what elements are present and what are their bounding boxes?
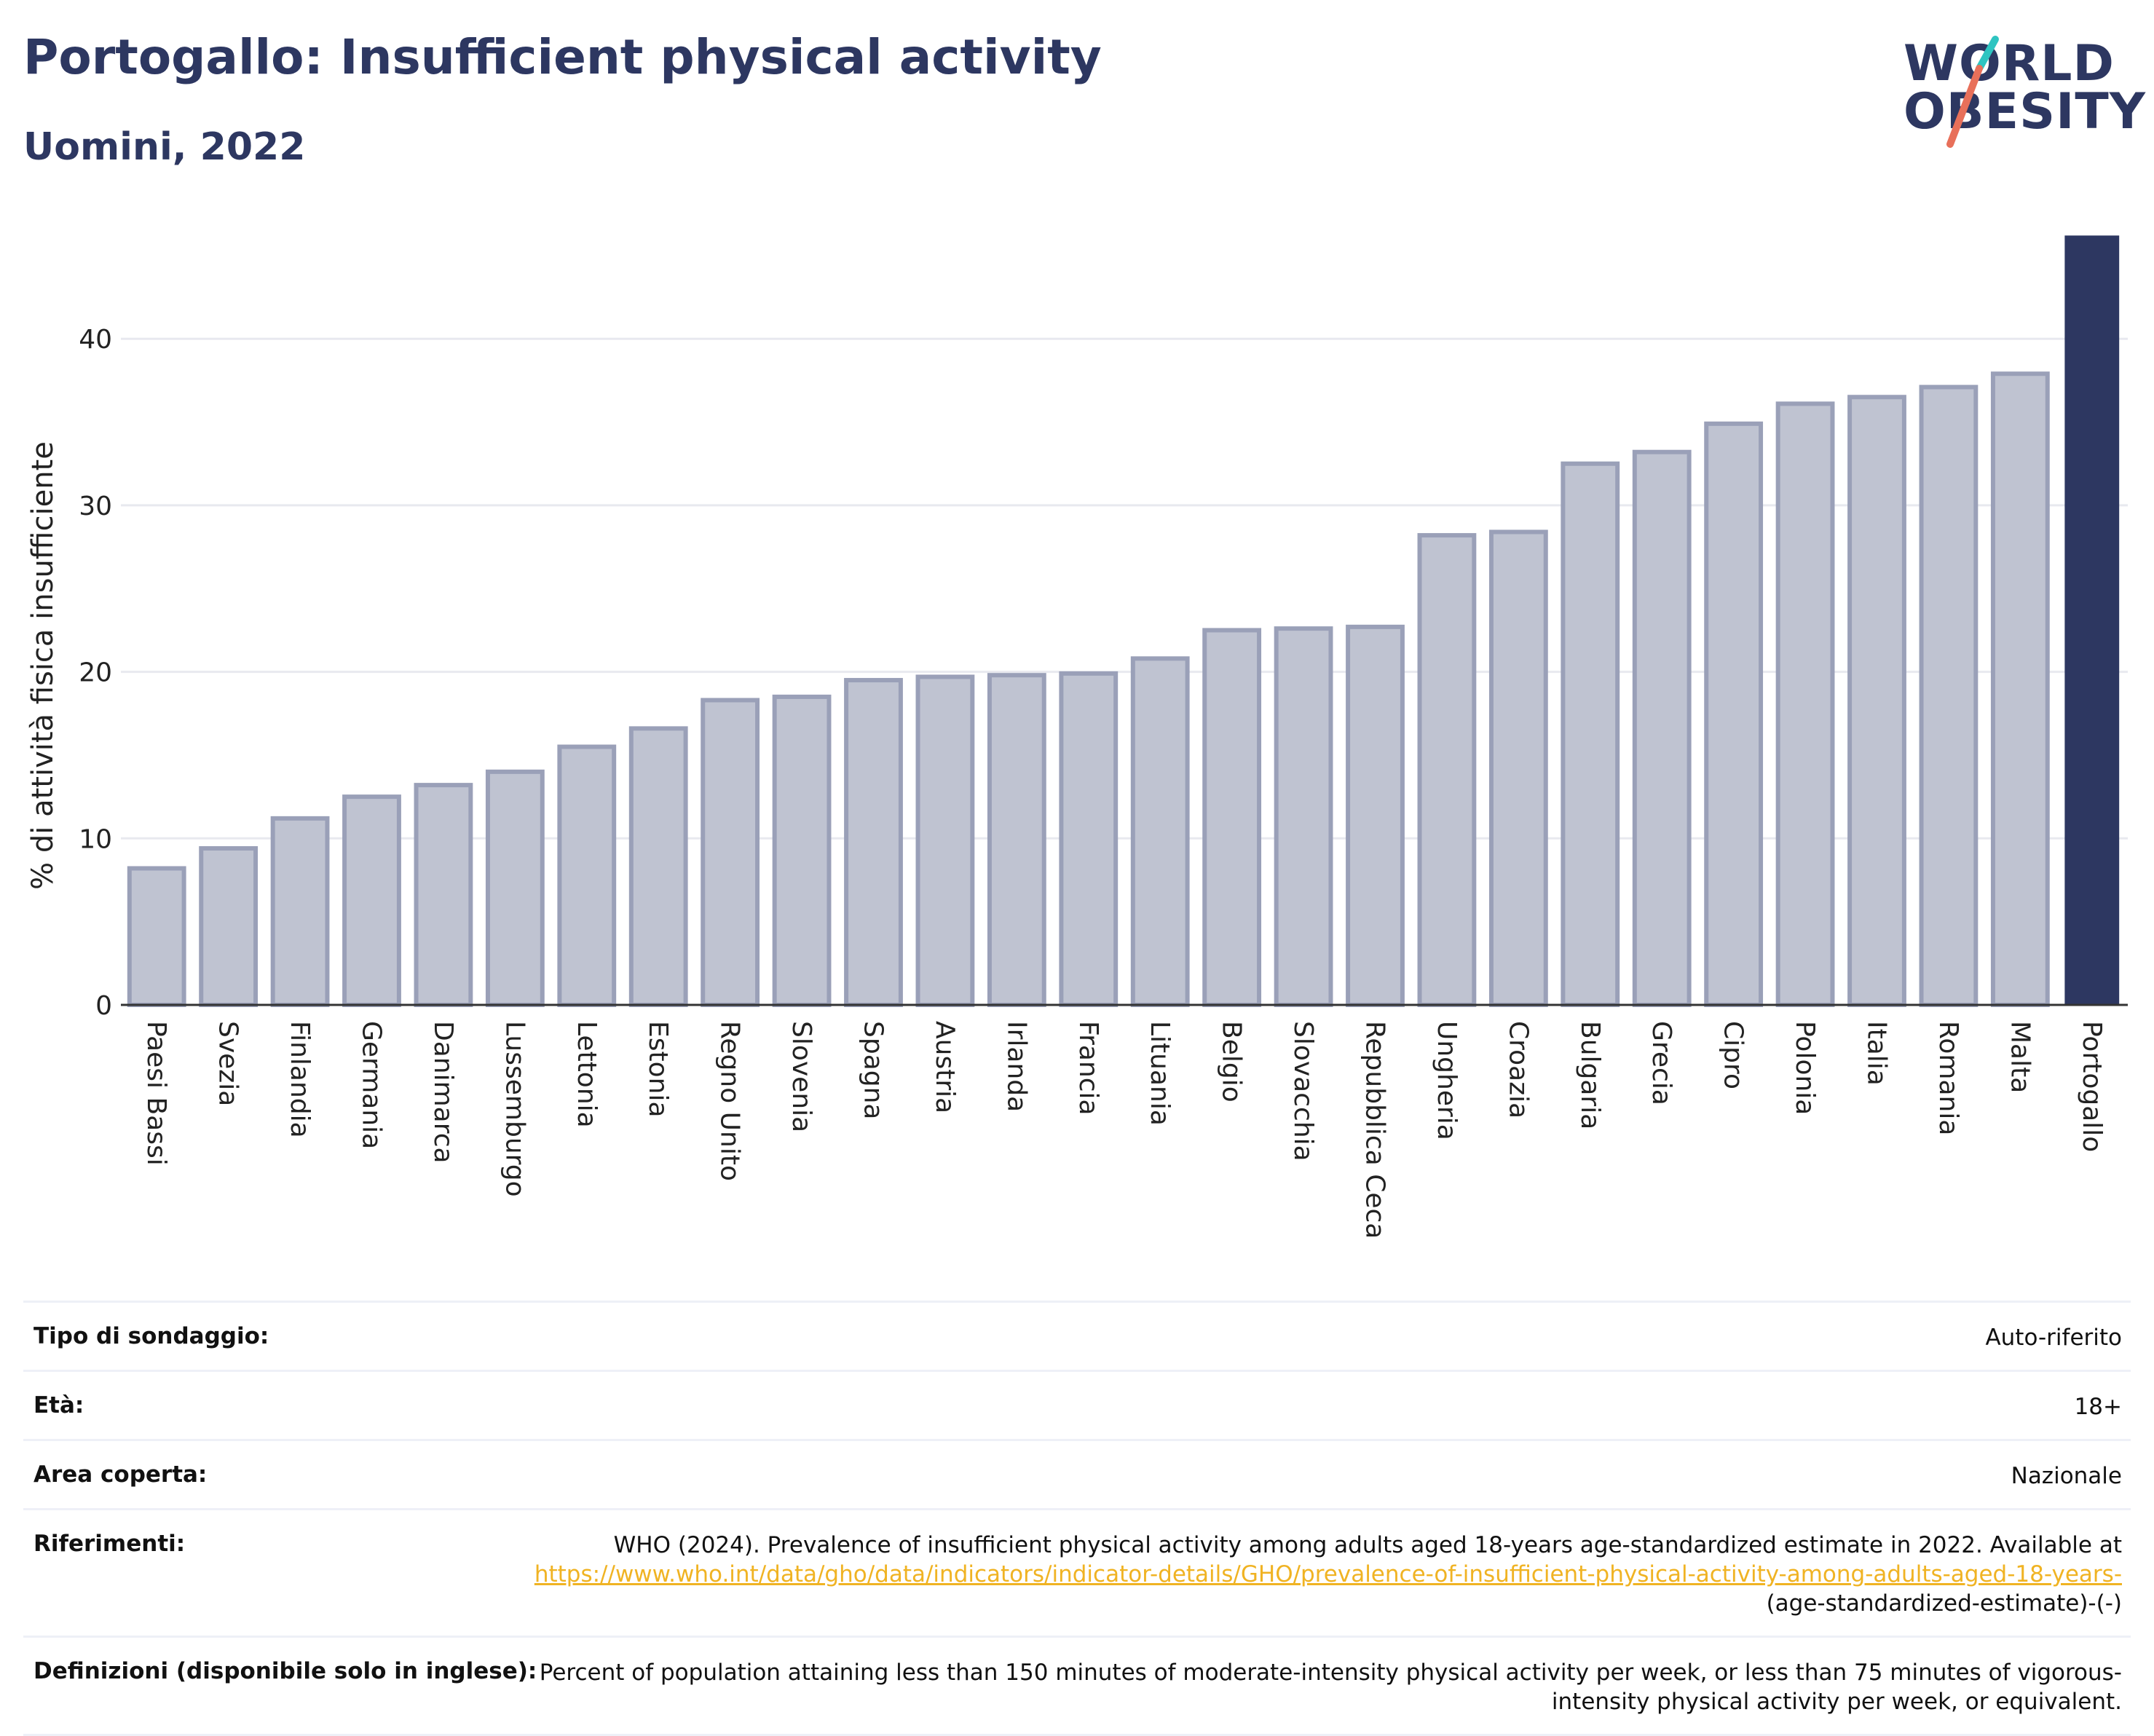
x-tick-label: Estonia <box>643 1021 673 1118</box>
x-tick-label: Portogallo <box>2077 1021 2107 1152</box>
meta-value: Percent of population attaining less tha… <box>539 1660 2122 1715</box>
world-obesity-logo: WORLD OBESITY <box>1893 22 2145 160</box>
bar-finlandia <box>270 816 330 1007</box>
x-tick-label: Lussemburgo <box>500 1021 529 1197</box>
y-tick-label: 0 <box>95 991 112 1021</box>
x-tick-label: Irlanda <box>1001 1021 1031 1112</box>
bar-danimarca <box>414 783 473 1008</box>
bar-lettonia <box>557 744 617 1007</box>
x-tick-label: Belgio <box>1217 1021 1247 1102</box>
bar-croazia <box>1488 529 1548 1007</box>
bar-austria <box>915 674 975 1007</box>
bar-cipro <box>1704 421 1764 1007</box>
metadata-table: Tipo di sondaggio: Auto-riferito Età: 18… <box>23 1301 2131 1736</box>
x-tick-label: Bulgaria <box>1575 1021 1605 1129</box>
bar-lituania <box>1130 656 1190 1007</box>
meta-value: WHO (2024). Prevalence of insufficient p… <box>520 1531 2122 1618</box>
x-tick-label: Slovenia <box>786 1021 816 1132</box>
bar-svezia <box>199 846 259 1007</box>
meta-label: Età: <box>33 1392 84 1419</box>
x-tick-label: Grecia <box>1646 1021 1676 1105</box>
meta-value: 18+ <box>2074 1394 2122 1420</box>
y-axis-title: % di attività fisica insufficiente <box>26 441 60 890</box>
x-tick-label: Finlandia <box>285 1021 315 1138</box>
bar-paesi-bassi <box>127 866 186 1007</box>
x-tick-label: Germania <box>357 1021 387 1149</box>
bar-repubblica-ceca <box>1346 624 1405 1007</box>
x-tick-label: Repubblica Ceca <box>1360 1021 1390 1239</box>
bar-irlanda <box>987 673 1046 1007</box>
x-tick-label: Cipro <box>1719 1021 1748 1089</box>
meta-label: Tipo di sondaggio: <box>33 1323 269 1349</box>
x-tick-label: Paesi Bassi <box>141 1021 171 1166</box>
bar-romania <box>1919 384 1979 1007</box>
bar-regno-unito <box>701 698 760 1007</box>
x-tick-label: Svezia <box>213 1021 243 1106</box>
bar-belgio <box>1202 628 1262 1007</box>
bar-bulgaria <box>1561 461 1620 1007</box>
meta-label: Riferimenti: <box>33 1531 186 1557</box>
meta-row-area: Area coperta: Nazionale <box>23 1439 2131 1508</box>
x-tick-label: Ungheria <box>1432 1021 1461 1140</box>
chart-title: Portogallo: Insufficient physical activi… <box>23 29 1102 85</box>
bar-portogallo <box>2064 235 2120 1006</box>
y-tick-label: 10 <box>79 824 112 854</box>
bar-malta <box>1990 371 2050 1008</box>
x-tick-label: Malta <box>2005 1021 2035 1093</box>
bar-slovacchia <box>1274 626 1333 1007</box>
x-tick-label: Spagna <box>859 1021 888 1120</box>
meta-label: Definizioni (disponibile solo in inglese… <box>33 1658 537 1684</box>
logo-line-2: OBESITY <box>1904 83 2146 141</box>
logo-slash-icon <box>1946 36 1999 148</box>
y-tick-label: 20 <box>79 658 112 688</box>
bar-francia <box>1059 671 1119 1007</box>
meta-value: Nazionale <box>2011 1463 2122 1489</box>
bar-estonia <box>628 726 688 1008</box>
meta-row-references: Riferimenti: WHO (2024). Prevalence of i… <box>23 1508 2131 1636</box>
x-tick-label: Francia <box>1073 1021 1103 1116</box>
meta-row-definitions: Definizioni (disponibile solo in inglese… <box>23 1636 2131 1736</box>
meta-label: Area coperta: <box>33 1461 208 1488</box>
x-tick-label: Slovacchia <box>1288 1021 1318 1161</box>
chart-subtitle: Uomini, 2022 <box>23 125 306 169</box>
x-tick-label: Danimarca <box>428 1021 458 1164</box>
bar-ungheria <box>1417 533 1477 1007</box>
reference-link[interactable]: https://www.who.int/data/gho/data/indica… <box>534 1561 2122 1587</box>
x-tick-label: Lituania <box>1145 1021 1175 1126</box>
bar-grecia <box>1632 449 1692 1008</box>
bar-germania <box>342 794 401 1007</box>
meta-row-survey: Tipo di sondaggio: Auto-riferito <box>23 1301 2131 1370</box>
bar-chart: 0 10 20 30 40 Paesi Bassi Svezia Finlandia Germa… <box>26 235 2128 1239</box>
y-tick-label: 30 <box>79 492 112 521</box>
x-tick-label: Polonia <box>1790 1021 1820 1115</box>
y-tick-label: 40 <box>79 325 112 355</box>
x-tick-label: Regno Unito <box>715 1021 745 1181</box>
x-tick-label: Italia <box>1862 1021 1892 1086</box>
logo-line-1: WORLD <box>1904 35 2115 92</box>
reference-text: WHO (2024). Prevalence of insufficient p… <box>613 1532 2122 1558</box>
meta-row-age: Età: 18+ <box>23 1370 2131 1439</box>
bar-polonia <box>1775 401 1835 1007</box>
bar-lussemburgo <box>485 769 545 1008</box>
reference-suffix: (age-standardized-estimate)-(-) <box>1766 1590 2122 1617</box>
x-tick-label: Lettonia <box>572 1021 601 1128</box>
bar-slovenia <box>772 694 832 1007</box>
bar-italia <box>1847 395 1906 1007</box>
x-tick-label: Croazia <box>1503 1021 1533 1118</box>
bar-spagna <box>844 678 903 1007</box>
meta-value: Auto-riferito <box>1985 1325 2122 1351</box>
x-tick-label: Austria <box>930 1021 960 1113</box>
x-tick-label: Romania <box>1933 1021 1963 1135</box>
